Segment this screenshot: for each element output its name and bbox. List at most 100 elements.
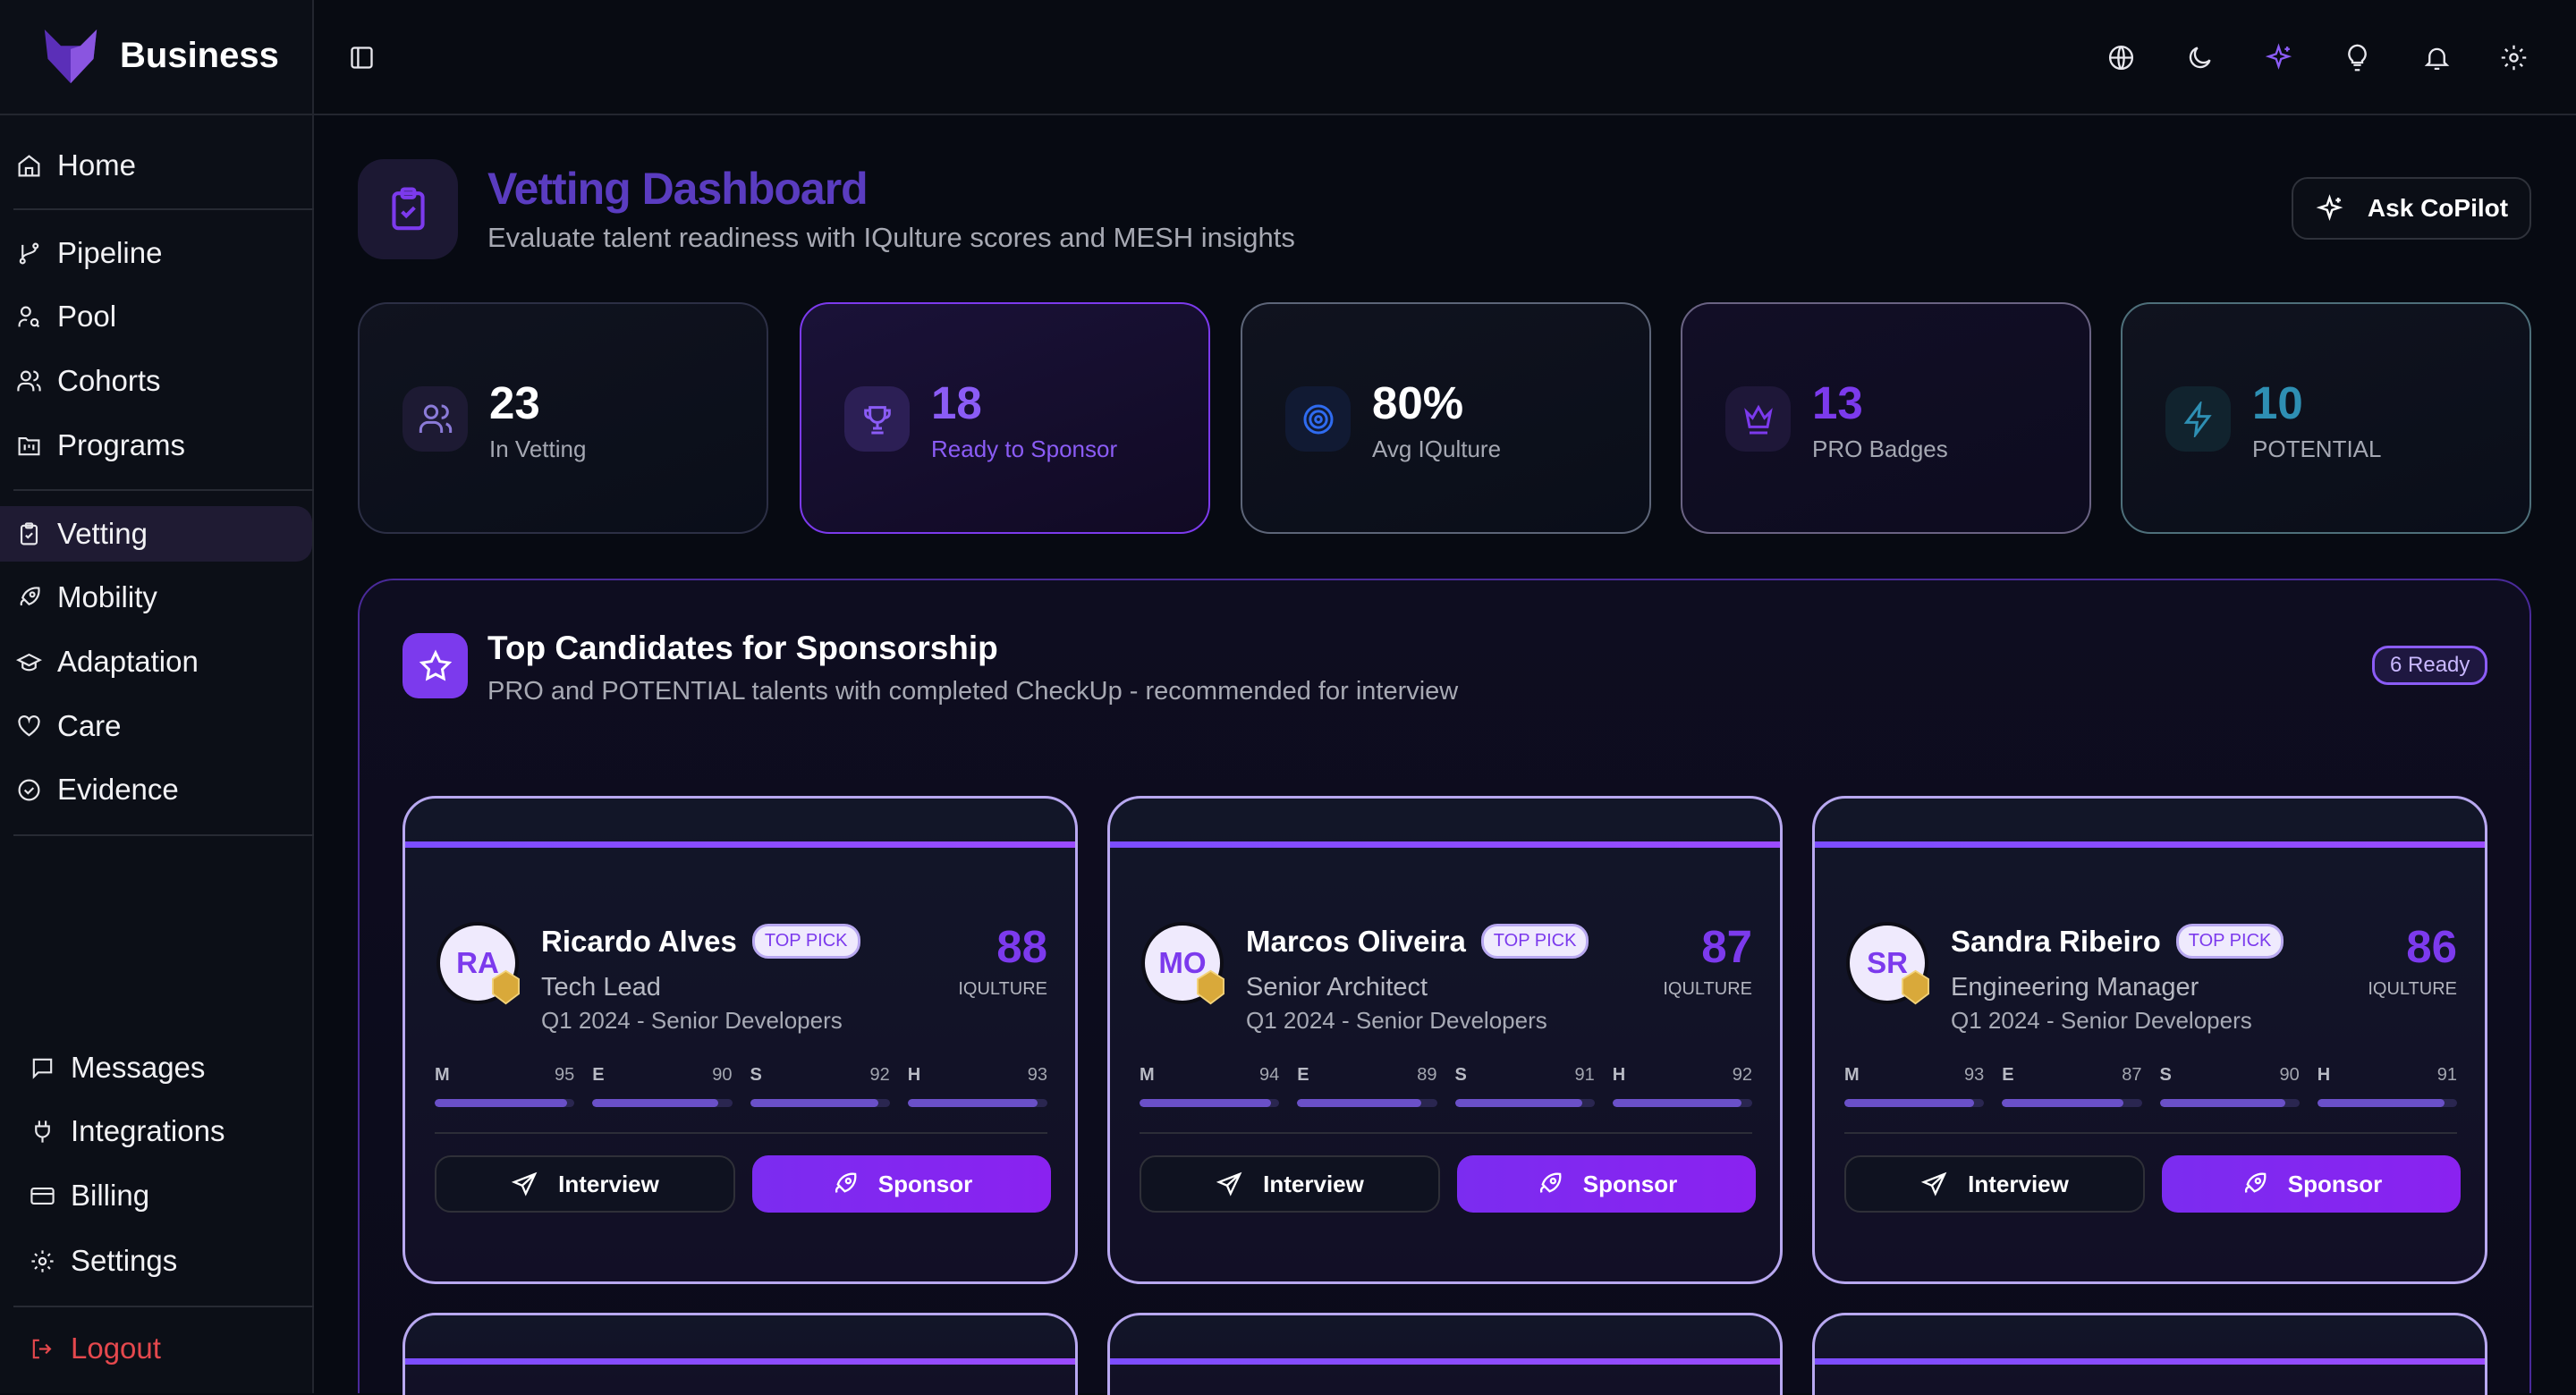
metric-key: H (1612, 1065, 1626, 1085)
sidebar-item-mobility[interactable]: Mobility (0, 570, 312, 625)
divider (435, 1132, 1047, 1134)
tips-button[interactable] (2343, 43, 2372, 72)
sidebar-item-settings[interactable]: Settings (0, 1233, 312, 1289)
users-icon (419, 404, 452, 433)
branch-icon (19, 242, 39, 264)
stat-card-pro-badges: 13 PRO Badges (1681, 302, 2091, 534)
interview-label: Interview (558, 1170, 659, 1197)
mesh-metric: S 91 (1454, 1065, 1595, 1107)
logout-label: Logout (71, 1332, 161, 1365)
metric-key: E (592, 1065, 605, 1085)
sponsor-label: Sponsor (1582, 1170, 1678, 1197)
sidebar-item-label: Cohorts (57, 364, 161, 397)
pro-medal-icon (1197, 969, 1224, 1005)
stat-value: 80% (1372, 377, 1464, 428)
card-accent-bar (1110, 1358, 1780, 1365)
interview-label: Interview (1263, 1170, 1364, 1197)
interview-button[interactable]: Interview (435, 1155, 735, 1213)
sidebar-item-care[interactable]: Care (0, 698, 312, 754)
sponsor-button[interactable]: Sponsor (752, 1155, 1051, 1213)
candidate-card: SR Sandra Ribeiro TOP PICK Engineering Ma… (1812, 796, 2487, 1284)
pro-medal-icon (492, 969, 520, 1005)
send-icon (1216, 1171, 1242, 1196)
metric-bar (1140, 1099, 1280, 1107)
logout-icon (32, 1339, 52, 1358)
divider (1844, 1132, 2457, 1134)
ask-copilot-button[interactable]: Ask CoPilot (2292, 177, 2531, 240)
sidebar-item-integrations[interactable]: Integrations (0, 1103, 312, 1159)
sponsor-button[interactable]: Sponsor (1457, 1155, 1756, 1213)
stat-card-potential: 10 POTENTIAL (2121, 302, 2531, 534)
metric-bar-fill (2002, 1099, 2124, 1107)
card-accent-bar (1110, 841, 1780, 848)
sidebar-item-vetting[interactable]: Vetting (0, 506, 312, 562)
metric-key: H (2317, 1065, 2331, 1085)
divider (13, 1306, 314, 1307)
metric-bar (435, 1099, 575, 1107)
candidate-name: Sandra Ribeiro (1951, 924, 2161, 958)
metric-value: 94 (1259, 1065, 1280, 1085)
sidebar-item-evidence[interactable]: Evidence (0, 762, 312, 817)
sidebar-item-label: Care (57, 709, 122, 742)
brand[interactable]: Business (0, 0, 314, 115)
sidebar-item-home[interactable]: Home (0, 138, 312, 193)
sidebar-item-label: Messages (71, 1051, 206, 1084)
rocket-icon (1539, 1172, 1562, 1193)
mesh-metric: E 90 (592, 1065, 733, 1107)
sidebar-toggle-button[interactable] (347, 43, 377, 72)
sidebar-item-adaptation[interactable]: Adaptation (0, 634, 312, 689)
sparkles-icon (2265, 43, 2292, 70)
candidate-card (1107, 1313, 1783, 1395)
sidebar-item-label: Pipeline (57, 236, 163, 269)
ask-copilot-label: Ask CoPilot (2367, 194, 2509, 222)
mesh-metric: E 87 (2002, 1065, 2142, 1107)
candidate-card: MO Marcos Oliveira TOP PICK Senior Archit… (1107, 796, 1783, 1284)
metric-value: 93 (1027, 1065, 1047, 1085)
lightbulb-icon (2348, 44, 2367, 72)
sponsor-button[interactable]: Sponsor (2162, 1155, 2461, 1213)
brand-name: Business (120, 36, 279, 75)
stat-card-avg-iqulture: 80% Avg IQulture (1241, 302, 1651, 534)
crown-icon (1743, 404, 1773, 434)
divider (13, 834, 314, 836)
interview-label: Interview (1968, 1170, 2069, 1197)
metric-bar-fill (435, 1099, 568, 1107)
metric-value: 91 (2436, 1065, 2457, 1085)
iqulture-score: 88 (996, 921, 1047, 972)
star-icon (419, 649, 452, 681)
candidate-card (1812, 1313, 2487, 1395)
logout-button[interactable]: Logout (0, 1321, 312, 1376)
metric-key: E (1297, 1065, 1309, 1085)
sidebar-item-cohorts[interactable]: Cohorts (0, 353, 312, 409)
interview-button[interactable]: Interview (1844, 1155, 2145, 1213)
gear-icon (31, 1249, 54, 1272)
rocket-icon (20, 586, 40, 605)
stat-value: 13 (1812, 377, 1863, 428)
metric-bar-fill (2159, 1099, 2286, 1107)
notifications-button[interactable] (2422, 43, 2452, 72)
theme-toggle-button[interactable] (2185, 43, 2215, 72)
sidebar-item-programs[interactable]: Programs (0, 418, 312, 473)
language-button[interactable] (2106, 43, 2136, 72)
metric-value: 92 (1732, 1065, 1752, 1085)
sidebar-item-pipeline[interactable]: Pipeline (0, 225, 312, 281)
candidate-role: Engineering Manager (1951, 973, 2199, 1002)
candidate-name-row: Marcos Oliveira TOP PICK (1246, 924, 1589, 959)
settings-button[interactable] (2499, 43, 2529, 72)
interview-button[interactable]: Interview (1140, 1155, 1440, 1213)
section-title: Top Candidates for Sponsorship (487, 630, 998, 666)
candidate-role: Senior Architect (1246, 973, 1428, 1002)
stat-label: PRO Badges (1812, 435, 1948, 462)
divider (1140, 1132, 1752, 1134)
stat-card-ready-to-sponsor: 18 Ready to Sponsor (800, 302, 1210, 534)
sidebar-item-messages[interactable]: Messages (0, 1040, 312, 1095)
sidebar-item-pool[interactable]: Pool (0, 289, 312, 344)
metric-value: 90 (2279, 1065, 2300, 1085)
sidebar-item-billing[interactable]: Billing (0, 1168, 312, 1223)
metric-key: S (2159, 1065, 2172, 1085)
metric-key: S (1454, 1065, 1467, 1085)
card-accent-bar (1815, 841, 2485, 848)
page-title: Vetting Dashboard (487, 164, 869, 214)
divider (13, 208, 314, 210)
ai-button[interactable] (2264, 43, 2293, 72)
